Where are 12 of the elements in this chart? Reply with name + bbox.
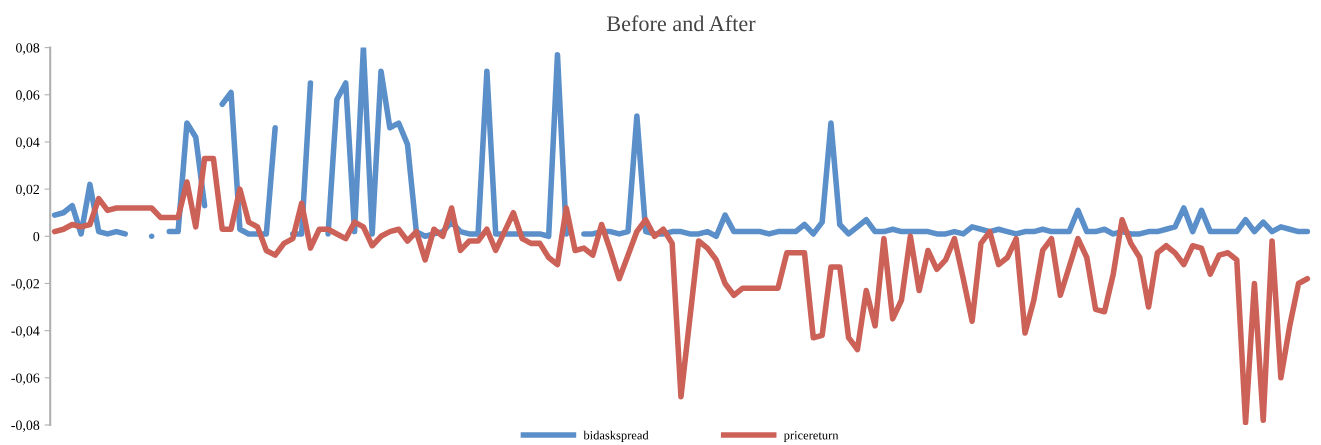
y-tick-label: -0,08	[11, 420, 40, 432]
y-tick-label: 0,02	[16, 184, 40, 197]
y-tick-label: 0	[33, 231, 40, 242]
y-tick-label: 0,06	[16, 90, 40, 102]
y-tick-label: 0,08	[16, 43, 40, 55]
y-tick-label: -0,02	[11, 279, 40, 291]
y-tick-label: 0,04	[16, 137, 40, 149]
legend-label: pricereturn	[783, 431, 839, 443]
legend-label: bidaskspread	[583, 430, 649, 443]
y-tick-label: -0,06	[11, 373, 40, 385]
chart-title: Before and After	[606, 15, 756, 32]
y-tick-label: -0,04	[11, 326, 40, 338]
